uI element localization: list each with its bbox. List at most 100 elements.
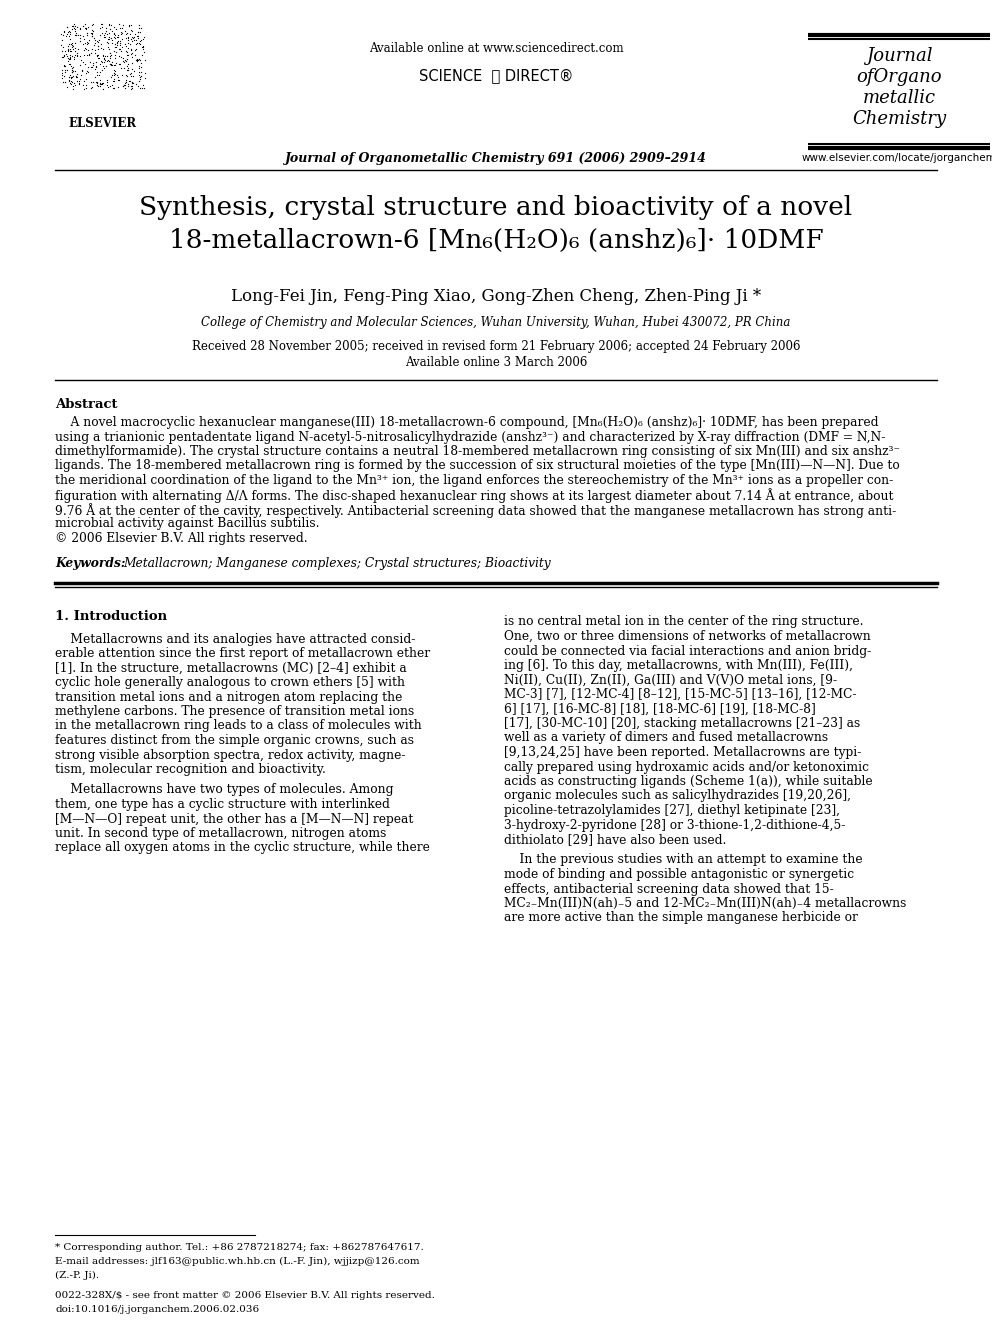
Point	[113, 40, 129, 61]
Point	[65, 36, 81, 57]
Point	[62, 69, 77, 90]
Point	[56, 24, 71, 45]
Text: cally prepared using hydroxamic acids and/or ketonoximic: cally prepared using hydroxamic acids an…	[504, 761, 869, 774]
Point	[71, 74, 87, 95]
Point	[95, 26, 111, 48]
Text: figuration with alternating Δ/Λ forms. The disc-shaped hexanuclear ring shows at: figuration with alternating Δ/Λ forms. T…	[55, 488, 894, 503]
Point	[80, 57, 96, 78]
Point	[83, 57, 99, 78]
Point	[104, 54, 120, 75]
Point	[78, 69, 94, 90]
Point	[106, 70, 122, 91]
Point	[114, 17, 130, 38]
Point	[106, 62, 122, 83]
Point	[91, 65, 107, 86]
Point	[131, 56, 147, 77]
Point	[108, 41, 124, 62]
Point	[83, 22, 99, 44]
Point	[120, 54, 136, 75]
Point	[107, 33, 123, 54]
Text: Available online at www.sciencedirect.com: Available online at www.sciencedirect.co…	[369, 42, 623, 56]
Text: 18-metallacrown-6 [Mn₆(H₂O)₆ (anshz)₆]· 10DMF: 18-metallacrown-6 [Mn₆(H₂O)₆ (anshz)₆]· …	[169, 228, 823, 253]
Text: One, two or three dimensions of networks of metallacrown: One, two or three dimensions of networks…	[504, 630, 871, 643]
Point	[126, 26, 142, 48]
Point	[61, 48, 76, 69]
Point	[62, 46, 78, 67]
Point	[103, 66, 119, 87]
Text: SCIENCE  ⓐ DIRECT®: SCIENCE ⓐ DIRECT®	[419, 67, 573, 83]
Point	[115, 15, 131, 36]
Point	[88, 30, 104, 52]
Point	[92, 73, 108, 94]
Point	[111, 38, 127, 60]
Point	[93, 37, 109, 58]
Point	[123, 78, 139, 99]
Point	[132, 67, 148, 89]
Point	[82, 52, 98, 73]
Point	[84, 25, 100, 46]
Point	[80, 44, 96, 65]
Point	[118, 71, 134, 93]
Point	[107, 45, 123, 66]
Point	[112, 54, 128, 75]
Point	[112, 34, 128, 56]
Point	[105, 70, 121, 91]
Point	[108, 32, 124, 53]
Point	[106, 26, 122, 48]
Point	[54, 24, 69, 45]
Point	[87, 40, 103, 61]
Point	[63, 33, 79, 54]
Point	[56, 56, 71, 77]
Point	[62, 53, 77, 74]
Point	[100, 37, 116, 58]
Point	[58, 41, 73, 62]
Point	[85, 13, 101, 34]
Text: 1. Introduction: 1. Introduction	[55, 610, 167, 623]
Point	[61, 67, 76, 89]
Point	[84, 19, 100, 40]
Point	[107, 25, 123, 46]
Text: them, one type has a cyclic structure with interlinked: them, one type has a cyclic structure wi…	[55, 798, 390, 811]
Text: dimethylformamide). The crystal structure contains a neutral 18-membered metalla: dimethylformamide). The crystal structur…	[55, 445, 900, 458]
Point	[107, 64, 123, 85]
Point	[132, 77, 148, 98]
Point	[86, 29, 102, 50]
Text: 9.76 Å at the center of the cavity, respectively. Antibacterial screening data s: 9.76 Å at the center of the cavity, resp…	[55, 503, 896, 517]
Point	[110, 24, 126, 45]
Point	[117, 74, 133, 95]
Point	[125, 73, 141, 94]
Point	[109, 26, 125, 48]
Point	[117, 20, 133, 41]
Point	[110, 75, 126, 97]
Point	[100, 13, 116, 34]
Point	[124, 78, 140, 99]
Point	[57, 71, 72, 93]
Point	[117, 33, 133, 54]
Point	[97, 45, 113, 66]
Point	[66, 16, 82, 37]
Point	[130, 26, 146, 48]
Point	[135, 74, 151, 95]
Point	[120, 74, 136, 95]
Point	[122, 64, 138, 85]
Point	[61, 40, 76, 61]
Point	[131, 33, 147, 54]
Point	[78, 22, 94, 44]
Point	[77, 37, 93, 58]
Point	[122, 33, 138, 54]
Text: is no central metal ion in the center of the ring structure.: is no central metal ion in the center of…	[504, 615, 863, 628]
Point	[124, 71, 140, 93]
Point	[62, 24, 78, 45]
Point	[114, 65, 130, 86]
Point	[106, 17, 122, 38]
Point	[116, 74, 132, 95]
Point	[106, 60, 122, 81]
Point	[69, 45, 85, 66]
Point	[90, 48, 106, 69]
Point	[63, 74, 79, 95]
Point	[109, 32, 125, 53]
Point	[90, 44, 106, 65]
Text: Received 28 November 2005; received in revised form 21 February 2006; accepted 2: Received 28 November 2005; received in r…	[191, 340, 801, 353]
Text: MC-3] [7], [12-MC-4] [8–12], [15-MC-5] [13–16], [12-MC-: MC-3] [7], [12-MC-4] [8–12], [15-MC-5] […	[504, 688, 856, 701]
Point	[68, 45, 84, 66]
